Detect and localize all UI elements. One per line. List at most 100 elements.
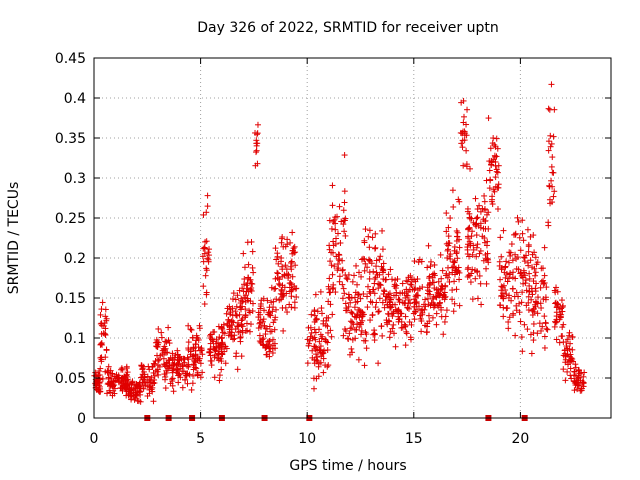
data-point — [333, 235, 340, 242]
data-point — [206, 348, 213, 355]
data-point — [403, 286, 410, 293]
data-point — [375, 360, 382, 367]
data-point — [554, 300, 561, 307]
data-point — [190, 345, 197, 352]
data-point — [345, 335, 352, 342]
data-point — [185, 346, 192, 353]
data-point — [558, 297, 565, 304]
data-point — [339, 281, 346, 288]
data-point — [288, 259, 295, 266]
data-point — [189, 353, 196, 360]
data-point — [266, 353, 273, 360]
data-point — [328, 225, 335, 232]
data-point — [419, 309, 426, 316]
y-tick-label: 0.3 — [64, 171, 86, 187]
data-point — [273, 296, 280, 303]
data-point — [489, 201, 496, 208]
data-point — [293, 293, 300, 300]
data-point — [402, 313, 409, 320]
data-point — [398, 318, 405, 325]
data-point — [261, 322, 268, 329]
data-point — [188, 386, 195, 393]
data-point — [358, 331, 365, 338]
data-point — [426, 318, 433, 325]
data-point — [531, 308, 538, 315]
data-point — [195, 344, 202, 351]
data-point — [488, 162, 495, 169]
data-point — [276, 297, 283, 304]
data-point — [348, 345, 355, 352]
data-point — [532, 254, 539, 261]
data-point — [334, 213, 341, 220]
data-point — [162, 363, 169, 370]
data-point — [330, 238, 337, 245]
data-point — [163, 369, 170, 376]
data-point — [253, 140, 260, 147]
data-point — [449, 287, 456, 294]
data-point — [123, 371, 130, 378]
data-point — [489, 193, 496, 200]
data-point — [158, 334, 165, 341]
data-point — [407, 336, 414, 343]
data-point — [248, 287, 255, 294]
data-point — [551, 323, 558, 330]
data-point — [266, 348, 273, 355]
data-point — [199, 253, 206, 260]
data-point — [387, 296, 394, 303]
data-point — [118, 366, 125, 373]
data-point — [109, 382, 116, 389]
data-point — [248, 280, 255, 287]
data-point — [188, 326, 195, 333]
data-point — [499, 284, 506, 291]
data-point — [189, 380, 196, 387]
data-point — [278, 239, 285, 246]
data-point — [218, 346, 225, 353]
data-point — [372, 230, 379, 237]
data-point — [474, 295, 481, 302]
data-point — [479, 233, 486, 240]
data-point — [534, 310, 541, 317]
data-point — [375, 285, 382, 292]
data-point — [105, 363, 112, 370]
data-point — [493, 168, 500, 175]
data-point — [496, 258, 503, 265]
data-point — [402, 294, 409, 301]
data-point — [247, 328, 254, 335]
data-point — [329, 182, 336, 189]
data-point — [451, 259, 458, 266]
data-point — [476, 272, 483, 279]
data-point — [329, 271, 336, 278]
plot-frame — [93, 57, 612, 419]
data-point — [150, 360, 157, 367]
data-point — [345, 291, 352, 298]
data-point — [203, 289, 210, 296]
data-point — [505, 259, 512, 266]
data-point — [308, 311, 315, 318]
data-point — [446, 278, 453, 285]
data-point — [255, 325, 262, 332]
data-point — [386, 334, 393, 341]
data-point — [311, 343, 318, 350]
data-point — [435, 278, 442, 285]
data-point — [517, 270, 524, 277]
data-point — [447, 215, 454, 222]
data-point — [309, 354, 316, 361]
data-point — [553, 304, 560, 311]
data-point — [384, 294, 391, 301]
data-point — [192, 359, 199, 366]
data-point — [306, 337, 313, 344]
data-point — [119, 379, 126, 386]
data-point — [443, 270, 450, 277]
data-point — [98, 356, 105, 363]
data-point — [422, 296, 429, 303]
data-point — [431, 301, 438, 308]
data-point — [243, 282, 250, 289]
data-point — [546, 182, 553, 189]
data-point — [288, 293, 295, 300]
data-point — [575, 366, 582, 373]
data-point — [503, 258, 510, 265]
data-point — [435, 302, 442, 309]
data-point — [426, 288, 433, 295]
data-point — [253, 147, 260, 154]
data-point — [287, 279, 294, 286]
